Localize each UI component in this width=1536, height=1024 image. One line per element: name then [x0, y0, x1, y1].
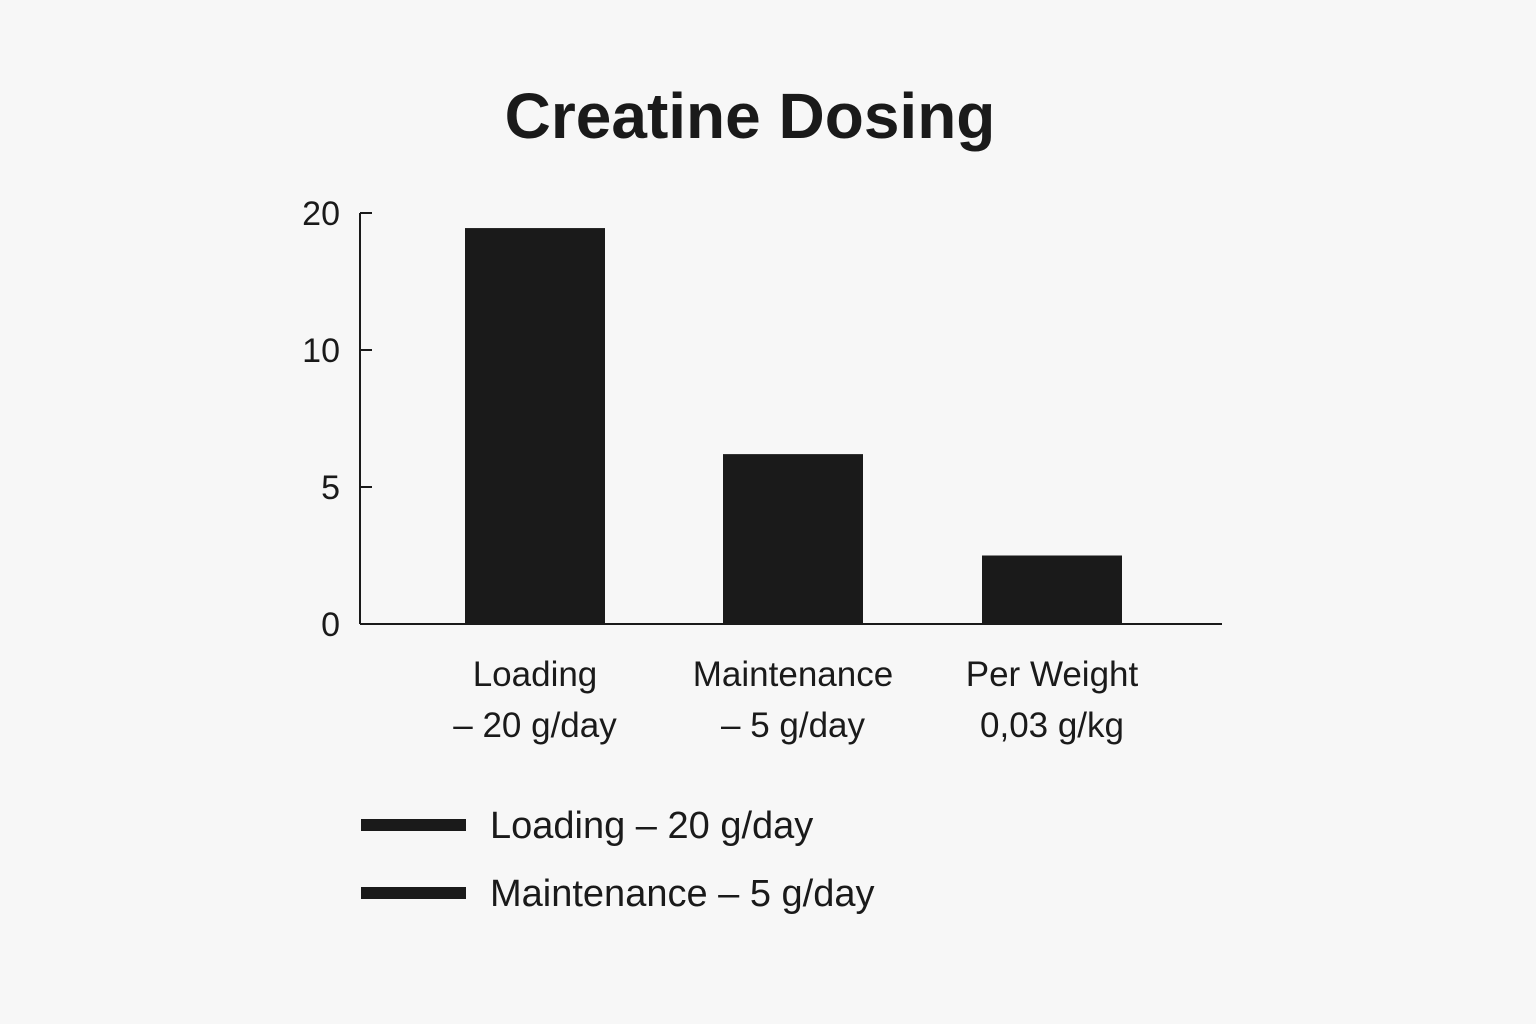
legend-swatch	[361, 819, 466, 831]
legend: Loading – 20 g/day Maintenance – 5 g/day	[361, 805, 875, 915]
legend-swatch	[361, 887, 466, 899]
bar	[723, 454, 863, 624]
y-axis: 0 5 10 20	[302, 195, 372, 644]
y-tick-label: 10	[302, 332, 340, 370]
category-label: – 20 g/day	[453, 706, 617, 745]
legend-label: Loading – 20 g/day	[490, 805, 813, 847]
chart-title: Creatine Dosing	[505, 80, 996, 152]
category-label: – 5 g/day	[721, 706, 865, 745]
category-label: Loading	[473, 655, 598, 694]
legend-label: Maintenance – 5 g/day	[490, 873, 875, 915]
category-label: Per Weight	[966, 655, 1139, 694]
bar	[465, 228, 605, 624]
y-tick-label: 5	[321, 469, 340, 507]
y-tick-label: 20	[302, 195, 340, 233]
bars	[465, 228, 1122, 624]
category-labels: Loading – 20 g/day Maintenance – 5 g/day Per…	[453, 655, 1138, 745]
bar	[982, 555, 1122, 624]
category-label: Maintenance	[693, 655, 893, 694]
y-tick-label: 0	[321, 606, 340, 644]
category-label: 0,03 g/kg	[980, 706, 1124, 745]
